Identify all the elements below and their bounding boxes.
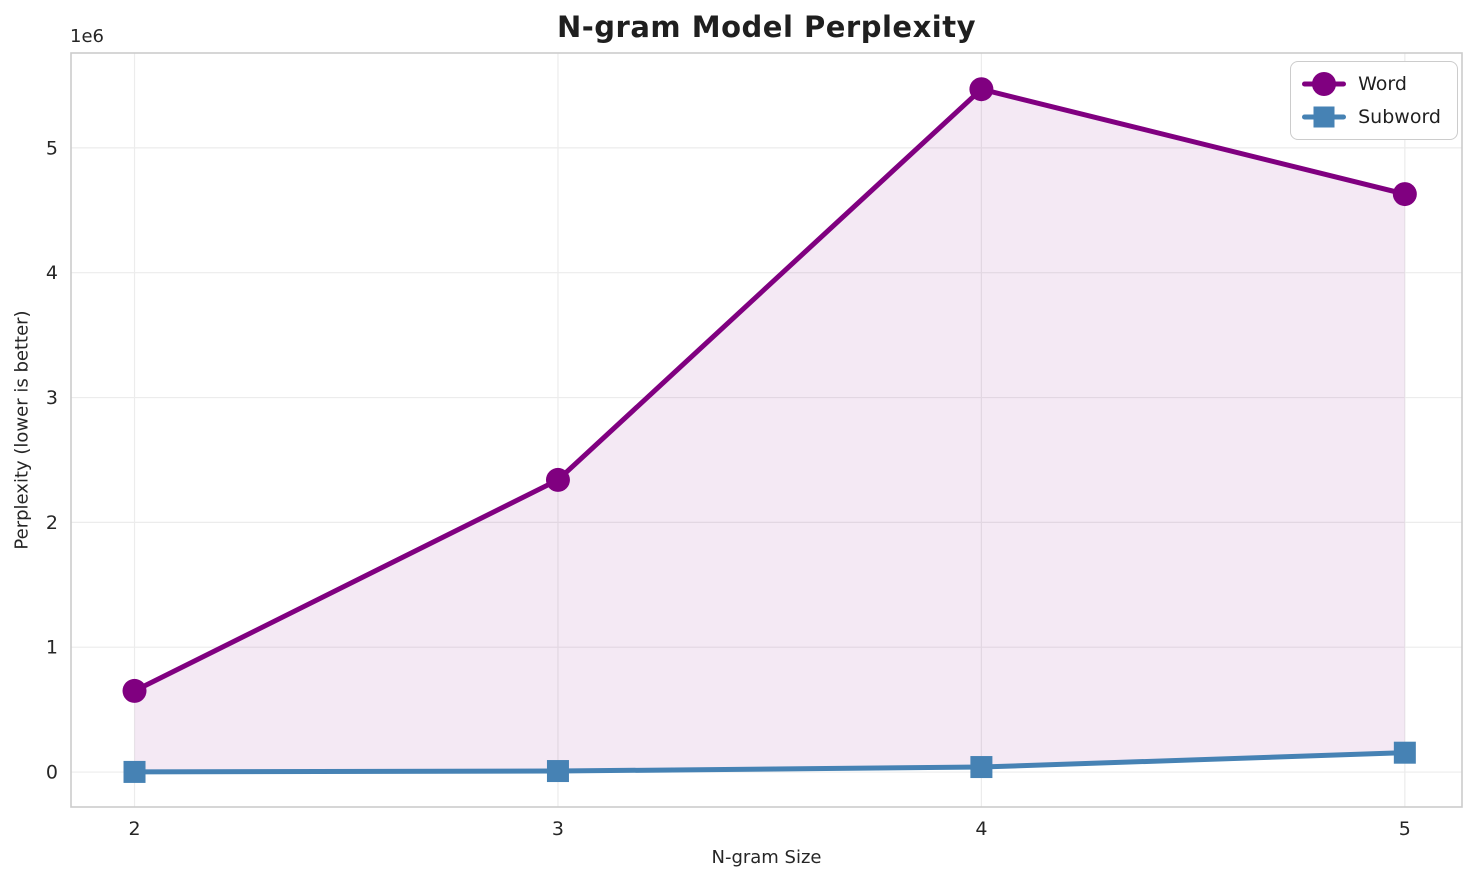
data-point-subword-5 xyxy=(1393,741,1416,764)
subword-line-series xyxy=(132,750,1408,775)
chart-title: N-gram Model Perplexity xyxy=(556,10,976,44)
y-axis-offset-text: 1e6 xyxy=(70,26,104,47)
word-line-marker-icon xyxy=(1302,71,1347,97)
data-point-subword-4 xyxy=(970,756,993,779)
x-axis-label: N-gram Size xyxy=(711,847,822,868)
x-tick-label: 2 xyxy=(128,818,140,840)
legend-label-subword: Subword xyxy=(1358,106,1441,128)
y-tick-label: 0 xyxy=(46,762,58,784)
legend: Word Subword xyxy=(1290,61,1458,140)
axes-spines xyxy=(70,52,1463,808)
data-point-subword-2 xyxy=(123,760,146,783)
data-point-word-4 xyxy=(969,77,994,102)
y-tick-label: 4 xyxy=(46,262,58,284)
legend-item-subword: Subword xyxy=(1302,104,1441,130)
x-tick-label: 3 xyxy=(552,818,564,840)
data-point-subword-3 xyxy=(546,760,569,783)
word-line-series xyxy=(132,86,1408,694)
fill-between-region xyxy=(134,89,1405,772)
data-point-word-3 xyxy=(545,467,570,492)
y-tick-label: 3 xyxy=(46,387,58,409)
y-tick-label: 5 xyxy=(46,137,58,159)
x-tick-label: 5 xyxy=(1399,818,1411,840)
legend-item-word: Word xyxy=(1302,71,1441,97)
y-tick-label: 1 xyxy=(46,637,58,659)
x-tick-label: 4 xyxy=(975,818,987,840)
y-axis-label: Perplexity (lower is better) xyxy=(11,310,33,550)
data-point-word-2 xyxy=(122,678,147,703)
subword-line-marker-icon xyxy=(1302,104,1347,130)
data-point-word-5 xyxy=(1392,182,1417,207)
y-tick-label: 2 xyxy=(46,512,58,534)
legend-label-word: Word xyxy=(1358,73,1407,95)
